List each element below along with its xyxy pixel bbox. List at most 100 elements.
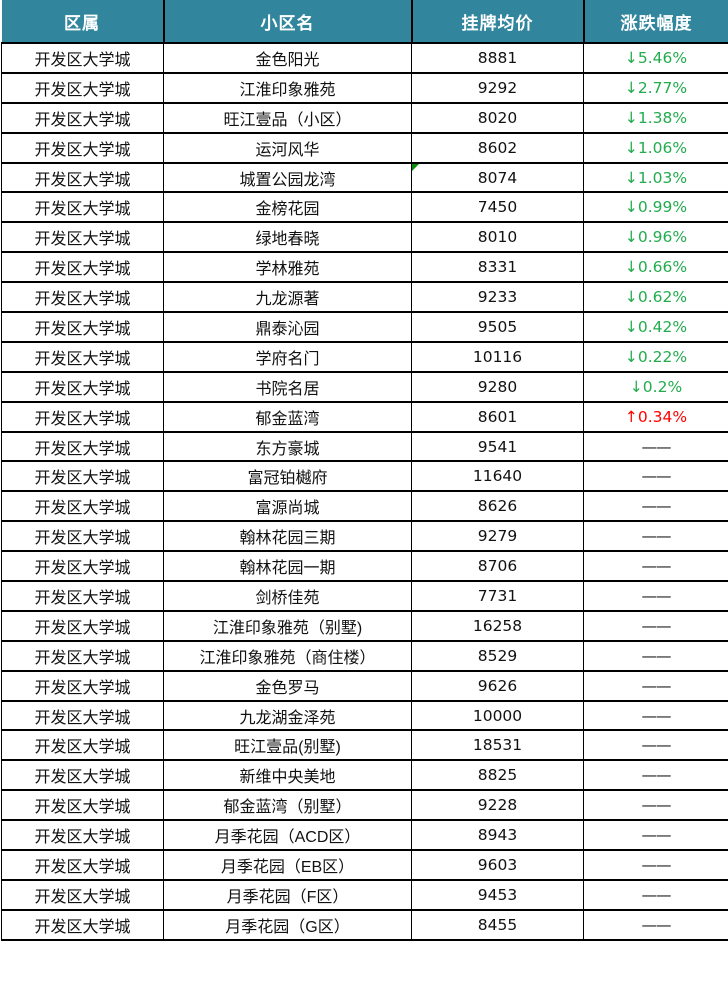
price-cell[interactable]: 9233: [411, 281, 584, 314]
price-cell[interactable]: 9626: [411, 669, 584, 702]
community-name-cell[interactable]: 鼎泰沁园: [163, 311, 412, 343]
district-cell[interactable]: 开发区大学城: [1, 490, 164, 523]
community-name-cell[interactable]: 江淮印象雅苑（商住楼）: [163, 639, 412, 672]
district-cell[interactable]: 开发区大学城: [1, 71, 164, 104]
price-cell[interactable]: 16258: [411, 609, 584, 642]
change-cell[interactable]: ——: [583, 460, 728, 493]
change-cell[interactable]: ↓0.22%: [583, 340, 728, 373]
district-cell[interactable]: 开发区大学城: [1, 669, 164, 702]
change-cell[interactable]: ——: [583, 490, 728, 523]
price-cell[interactable]: 8881: [411, 42, 584, 74]
header-district[interactable]: 区属: [1, 0, 165, 44]
price-cell[interactable]: 9292: [411, 71, 584, 104]
change-cell[interactable]: ↓0.42%: [583, 311, 728, 343]
change-cell[interactable]: ↓0.99%: [583, 191, 728, 224]
community-name-cell[interactable]: 江淮印象雅苑（别墅): [163, 609, 412, 642]
community-name-cell[interactable]: 剑桥佳苑: [163, 580, 412, 612]
change-cell[interactable]: ↓1.06%: [583, 131, 728, 164]
community-name-cell[interactable]: 江淮印象雅苑: [163, 71, 412, 104]
price-cell[interactable]: 9453: [411, 878, 584, 911]
district-cell[interactable]: 开发区大学城: [1, 131, 164, 164]
community-name-cell[interactable]: 学林雅苑: [163, 251, 412, 284]
change-cell[interactable]: ——: [583, 729, 728, 762]
change-cell[interactable]: ↓0.96%: [583, 221, 728, 254]
change-cell[interactable]: ↓1.03%: [583, 161, 728, 194]
price-cell[interactable]: 8943: [411, 819, 584, 852]
community-name-cell[interactable]: 旺江壹品（小区）: [163, 101, 412, 134]
change-cell[interactable]: ↓0.66%: [583, 251, 728, 284]
change-cell[interactable]: ——: [583, 550, 728, 583]
price-cell[interactable]: 9280: [411, 370, 584, 403]
price-cell[interactable]: 8602: [411, 131, 584, 164]
district-cell[interactable]: 开发区大学城: [1, 520, 164, 553]
district-cell[interactable]: 开发区大学城: [1, 281, 164, 314]
price-cell[interactable]: 7731: [411, 580, 584, 612]
price-cell[interactable]: 8010: [411, 221, 584, 254]
district-cell[interactable]: 开发区大学城: [1, 789, 164, 822]
community-name-cell[interactable]: 九龙源著: [163, 281, 412, 314]
community-name-cell[interactable]: 月季花园（EB区）: [163, 849, 412, 881]
district-cell[interactable]: 开发区大学城: [1, 639, 164, 672]
district-cell[interactable]: 开发区大学城: [1, 42, 164, 74]
district-cell[interactable]: 开发区大学城: [1, 400, 164, 433]
community-name-cell[interactable]: 翰林花园三期: [163, 520, 412, 553]
community-name-cell[interactable]: 月季花园（ACD区）: [163, 819, 412, 852]
community-name-cell[interactable]: 金色阳光: [163, 42, 412, 74]
change-cell[interactable]: ——: [583, 639, 728, 672]
change-cell[interactable]: ——: [583, 819, 728, 852]
price-cell[interactable]: 8706: [411, 550, 584, 583]
change-cell[interactable]: ↓5.46%: [583, 42, 728, 74]
district-cell[interactable]: 开发区大学城: [1, 311, 164, 343]
district-cell[interactable]: 开发区大学城: [1, 908, 164, 941]
price-cell[interactable]: 11640: [411, 460, 584, 493]
community-name-cell[interactable]: 月季花园（F区）: [163, 878, 412, 911]
district-cell[interactable]: 开发区大学城: [1, 819, 164, 852]
change-cell[interactable]: ↑0.34%: [583, 400, 728, 433]
community-name-cell[interactable]: 运河风华: [163, 131, 412, 164]
header-listing-avg-price[interactable]: 挂牌均价: [410, 0, 585, 44]
district-cell[interactable]: 开发区大学城: [1, 191, 164, 224]
community-name-cell[interactable]: 月季花园（G区）: [163, 908, 412, 941]
district-cell[interactable]: 开发区大学城: [1, 101, 164, 134]
district-cell[interactable]: 开发区大学城: [1, 251, 164, 284]
district-cell[interactable]: 开发区大学城: [1, 550, 164, 583]
district-cell[interactable]: 开发区大学城: [1, 609, 164, 642]
price-cell[interactable]: 10116: [411, 340, 584, 373]
change-cell[interactable]: ——: [583, 878, 728, 911]
change-cell[interactable]: ——: [583, 759, 728, 792]
community-name-cell[interactable]: 翰林花园一期: [163, 550, 412, 583]
district-cell[interactable]: 开发区大学城: [1, 221, 164, 254]
price-cell[interactable]: 8529: [411, 639, 584, 672]
district-cell[interactable]: 开发区大学城: [1, 759, 164, 792]
community-name-cell[interactable]: 富源尚城: [163, 490, 412, 523]
change-cell[interactable]: ——: [583, 849, 728, 881]
community-name-cell[interactable]: 城置公园龙湾: [163, 161, 412, 194]
price-cell[interactable]: 9541: [411, 430, 584, 463]
change-cell[interactable]: ——: [583, 669, 728, 702]
district-cell[interactable]: 开发区大学城: [1, 699, 164, 732]
community-name-cell[interactable]: 绿地春晓: [163, 221, 412, 254]
change-cell[interactable]: ——: [583, 520, 728, 553]
community-name-cell[interactable]: 学府名门: [163, 340, 412, 373]
header-change-percent[interactable]: 涨跌幅度: [582, 0, 728, 44]
price-cell[interactable]: 8825: [411, 759, 584, 792]
community-name-cell[interactable]: 书院名居: [163, 370, 412, 403]
change-cell[interactable]: ——: [583, 789, 728, 822]
price-cell[interactable]: 8455: [411, 908, 584, 941]
district-cell[interactable]: 开发区大学城: [1, 878, 164, 911]
price-cell[interactable]: 8020: [411, 101, 584, 134]
change-cell[interactable]: ——: [583, 580, 728, 612]
community-name-cell[interactable]: 旺江壹品(别墅): [163, 729, 412, 762]
community-name-cell[interactable]: 郁金蓝湾: [163, 400, 412, 433]
price-cell[interactable]: 10000: [411, 699, 584, 732]
district-cell[interactable]: 开发区大学城: [1, 580, 164, 612]
change-cell[interactable]: ——: [583, 430, 728, 463]
price-cell[interactable]: 7450: [411, 191, 584, 224]
change-cell[interactable]: ↓0.2%: [583, 370, 728, 403]
community-name-cell[interactable]: 郁金蓝湾（别墅）: [163, 789, 412, 822]
price-cell[interactable]: 9505: [411, 311, 584, 343]
change-cell[interactable]: ——: [583, 699, 728, 732]
district-cell[interactable]: 开发区大学城: [1, 729, 164, 762]
community-name-cell[interactable]: 九龙湖金泽苑: [163, 699, 412, 732]
district-cell[interactable]: 开发区大学城: [1, 370, 164, 403]
